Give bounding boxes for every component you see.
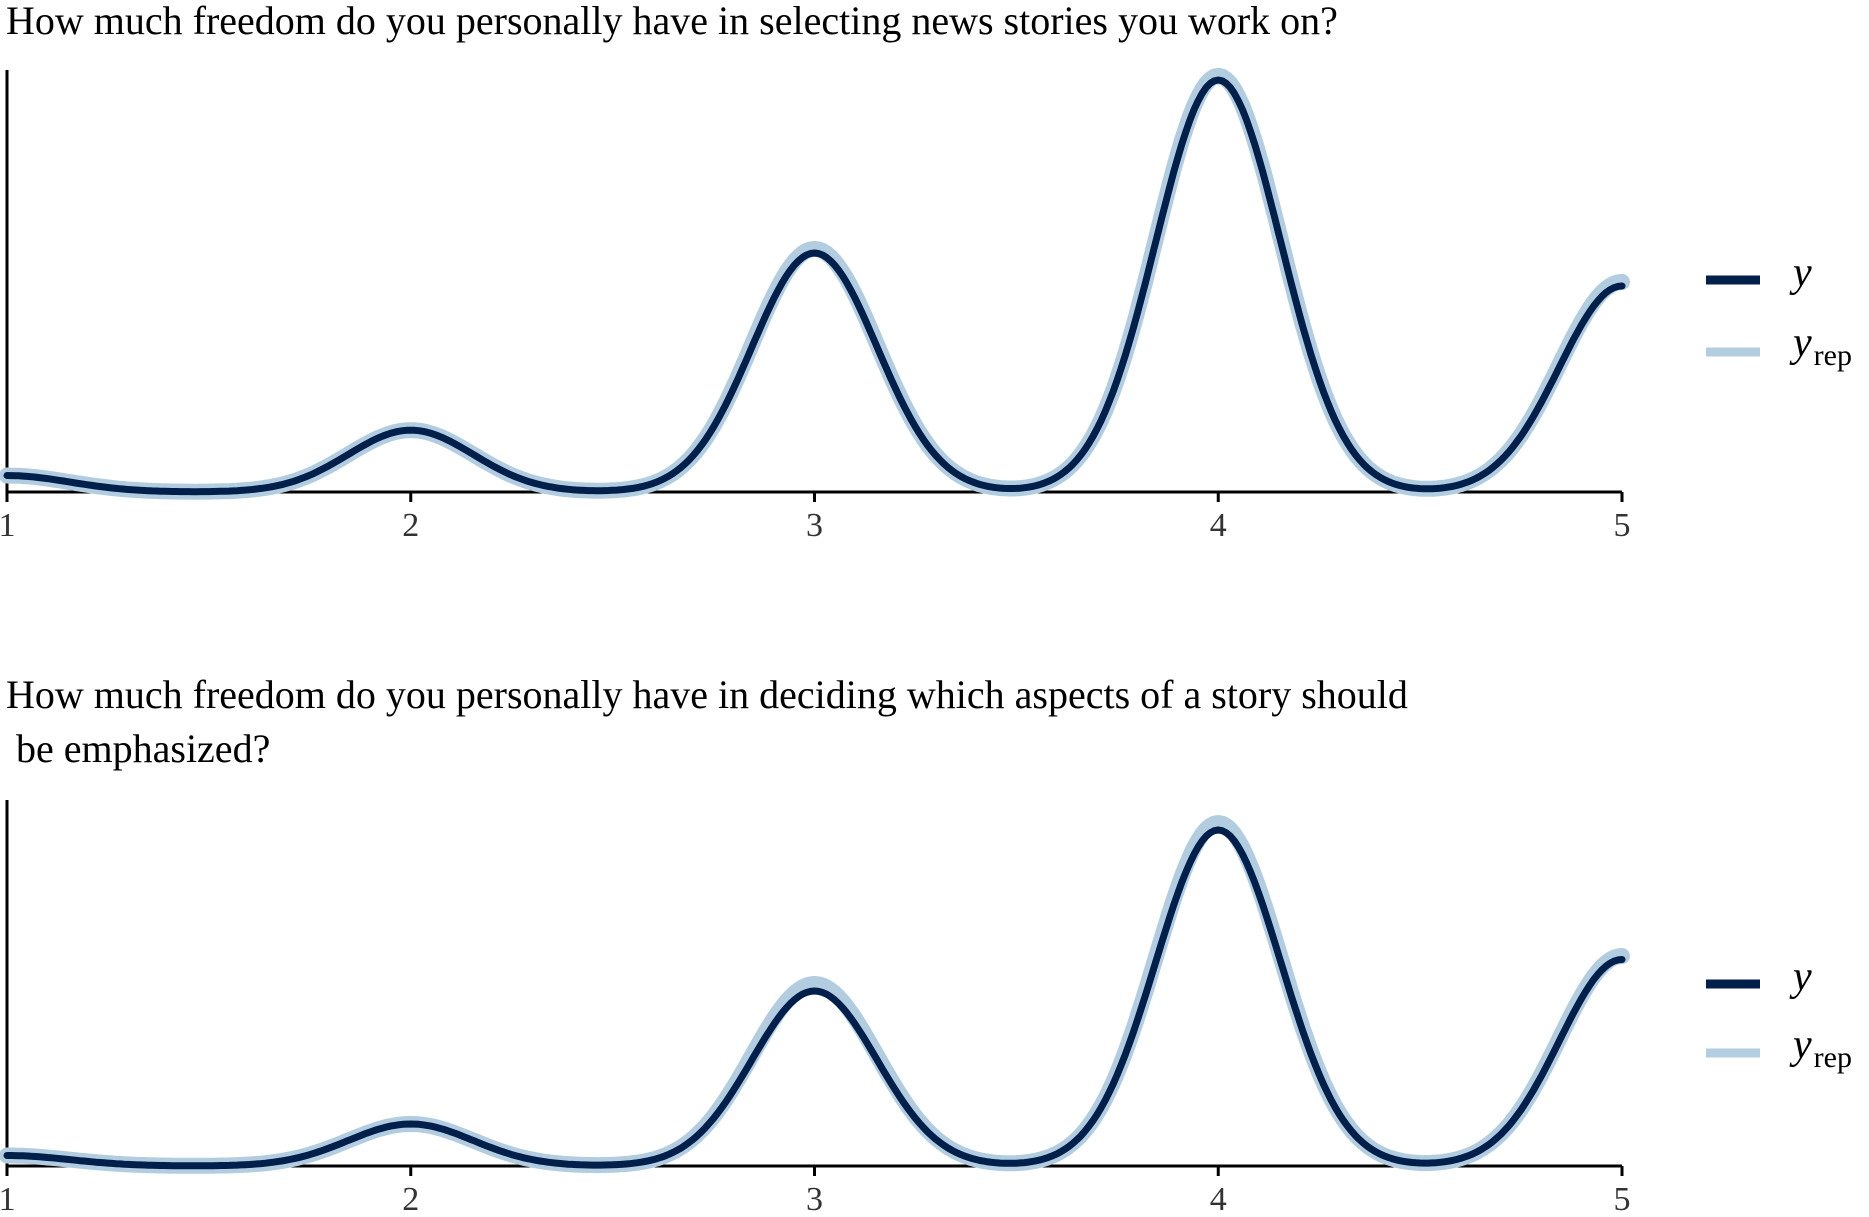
x-tick-label: 3	[806, 507, 823, 544]
panel-1-legend-y-label: y	[1789, 250, 1812, 296]
panel-1-title: How much freedom do you personally have …	[6, 0, 1338, 43]
panel-1-legend: y yrep	[1706, 250, 1852, 372]
x-tick-label: 1	[0, 507, 16, 544]
x-tick-label: 4	[1210, 1181, 1227, 1217]
x-tick-label: 1	[0, 1181, 16, 1217]
panel-1-x-ticks: 1 2 3 4 5	[0, 492, 1631, 544]
panel-2: 1 2 3 4 5 y yrep	[0, 800, 1852, 1217]
panel-2-title: How much freedom do you personally have …	[6, 672, 1408, 771]
panel-2-legend: y yrep	[1706, 954, 1852, 1074]
panel-2-y-density-line	[3, 826, 1626, 1170]
x-tick-label: 3	[806, 1181, 823, 1217]
panel-2-x-ticks: 1 2 3 4 5	[0, 1166, 1631, 1217]
x-tick-label: 4	[1210, 507, 1227, 544]
x-tick-label: 2	[402, 1181, 419, 1217]
panel-2-legend-y-label: y	[1789, 954, 1812, 1000]
panel-1: 1 2 3 4 5 y yrep	[0, 67, 1852, 544]
x-tick-label: 5	[1614, 507, 1631, 544]
panel-1-yrep-density-line	[0, 67, 1630, 500]
panel-1-y-density-line	[3, 76, 1626, 496]
panel-1-legend-yrep-label: yrep	[1789, 320, 1852, 372]
x-tick-label: 5	[1614, 1181, 1631, 1217]
panel-2-legend-yrep-label: yrep	[1789, 1022, 1852, 1074]
x-tick-label: 2	[402, 507, 419, 544]
